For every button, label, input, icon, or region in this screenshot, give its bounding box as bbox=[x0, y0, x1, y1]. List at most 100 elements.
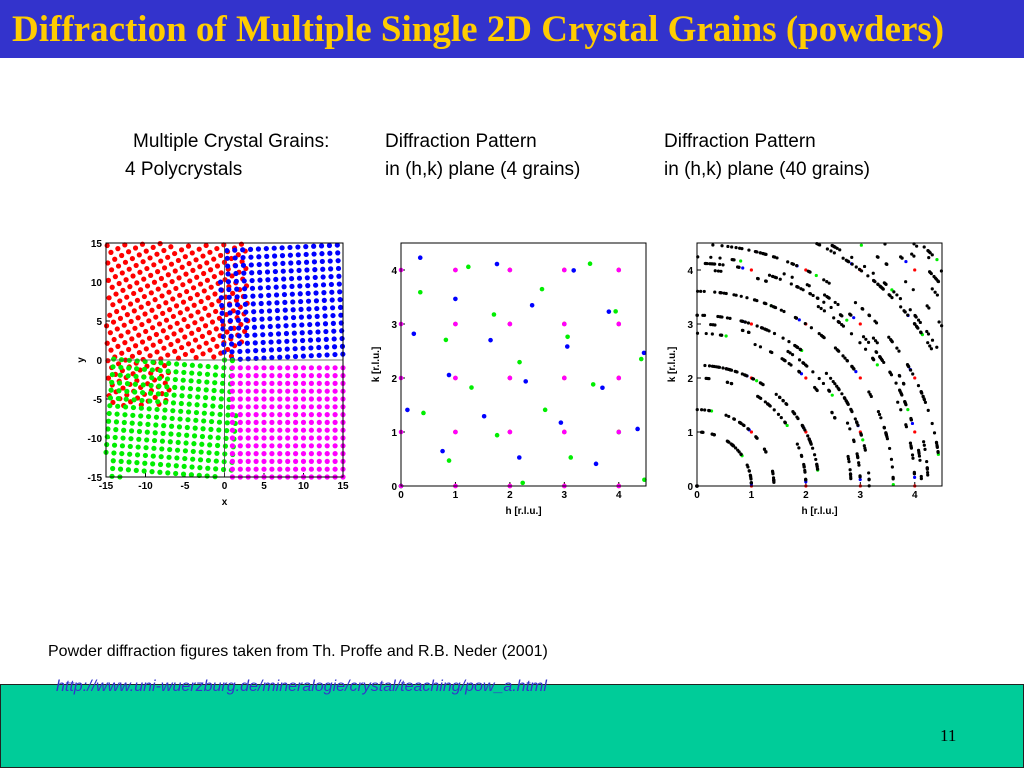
atom-point bbox=[316, 443, 322, 449]
atom-point bbox=[258, 308, 265, 314]
reflection-point bbox=[903, 400, 907, 404]
reflection-point bbox=[733, 369, 737, 373]
reflection-point bbox=[702, 313, 707, 317]
atom-point bbox=[189, 250, 195, 256]
reflection-point bbox=[488, 337, 493, 343]
atom-point bbox=[208, 426, 214, 432]
atom-point bbox=[298, 314, 305, 320]
atom-point bbox=[170, 408, 176, 414]
reflection-point bbox=[829, 305, 833, 310]
atom-point bbox=[323, 328, 329, 335]
reflection-point bbox=[734, 246, 738, 250]
atom-point bbox=[158, 275, 164, 282]
atom-point bbox=[269, 451, 275, 457]
atom-point bbox=[206, 330, 212, 336]
atom-point bbox=[162, 282, 168, 288]
atom-point bbox=[290, 314, 297, 321]
reflection-point bbox=[830, 411, 834, 415]
reflection-point bbox=[737, 420, 742, 424]
atom-point bbox=[167, 307, 173, 313]
reflection-point bbox=[801, 361, 805, 365]
reflection-point bbox=[795, 284, 799, 289]
atom-point bbox=[165, 462, 172, 468]
x-tick-label: 1 bbox=[749, 490, 755, 501]
reflection-point bbox=[616, 267, 622, 273]
reflection-point bbox=[856, 423, 860, 427]
reflection-point bbox=[771, 255, 776, 259]
reflection-point bbox=[749, 430, 754, 434]
reflection-point bbox=[903, 310, 907, 314]
atom-point bbox=[289, 283, 295, 289]
atom-point bbox=[114, 326, 120, 332]
atom-point bbox=[293, 451, 299, 457]
atom-point bbox=[300, 466, 307, 472]
atom-point bbox=[335, 250, 341, 256]
atom-point bbox=[292, 338, 298, 344]
reflection-point bbox=[845, 359, 850, 363]
source-link[interactable]: http://www.uni-wuerzburg.de/mineralogie/… bbox=[56, 678, 547, 695]
atom-point bbox=[321, 290, 327, 296]
atom-point bbox=[160, 430, 166, 436]
atom-point bbox=[132, 245, 139, 251]
atom-point bbox=[261, 404, 267, 410]
reflection-point bbox=[876, 410, 881, 414]
reflection-point bbox=[761, 382, 765, 387]
reflection-point bbox=[805, 364, 809, 368]
atom-point bbox=[149, 375, 155, 381]
reflection-point bbox=[922, 245, 926, 249]
plot-frame bbox=[400, 242, 647, 487]
atom-point bbox=[148, 290, 154, 296]
reflection-point bbox=[794, 316, 798, 320]
reflection-point bbox=[928, 251, 932, 255]
atom-point bbox=[224, 427, 230, 434]
atom-point bbox=[150, 325, 156, 331]
atom-point bbox=[207, 347, 213, 353]
atom-point bbox=[293, 458, 299, 464]
atom-point bbox=[229, 435, 235, 441]
reflection-point bbox=[822, 309, 827, 313]
atom-point bbox=[236, 333, 242, 339]
atom-point bbox=[206, 312, 212, 318]
atom-point bbox=[139, 339, 146, 345]
atom-point bbox=[335, 265, 342, 272]
reflection-point bbox=[838, 248, 842, 252]
atom-point bbox=[269, 435, 275, 441]
atom-point bbox=[318, 243, 325, 249]
atom-point bbox=[193, 417, 199, 423]
reflection-point bbox=[709, 322, 713, 327]
atom-point bbox=[110, 302, 116, 308]
atom-point bbox=[316, 404, 322, 410]
atom-point bbox=[245, 404, 251, 410]
atom-point bbox=[225, 404, 232, 410]
atom-point bbox=[172, 268, 178, 274]
atom-point bbox=[308, 353, 314, 359]
reflection-point bbox=[641, 350, 647, 356]
atom-point bbox=[145, 300, 151, 307]
atom-point bbox=[164, 384, 170, 390]
reflection-point bbox=[897, 349, 901, 353]
reflection-point bbox=[791, 262, 795, 266]
x-tick-label: 3 bbox=[562, 490, 568, 501]
reflection-point bbox=[766, 402, 770, 406]
atom-point bbox=[187, 386, 194, 392]
atom-point bbox=[261, 466, 267, 472]
reflection-point bbox=[841, 324, 846, 328]
reflection-point bbox=[562, 267, 567, 273]
atom-point bbox=[232, 247, 238, 253]
reflection-point bbox=[758, 251, 763, 255]
atom-point bbox=[147, 390, 154, 396]
atom-point bbox=[150, 453, 156, 459]
atom-point bbox=[269, 443, 275, 449]
atom-point bbox=[245, 466, 251, 472]
atom-point bbox=[237, 466, 243, 472]
atom-point bbox=[188, 313, 194, 319]
reflection-point bbox=[758, 345, 763, 349]
reflection-point bbox=[906, 364, 910, 368]
reflection-point bbox=[935, 293, 939, 297]
atom-point bbox=[117, 466, 124, 472]
atom-point bbox=[307, 321, 313, 328]
atom-point bbox=[161, 345, 167, 351]
atom-point bbox=[213, 326, 219, 332]
atom-point bbox=[124, 388, 130, 394]
reflection-point bbox=[453, 296, 458, 302]
